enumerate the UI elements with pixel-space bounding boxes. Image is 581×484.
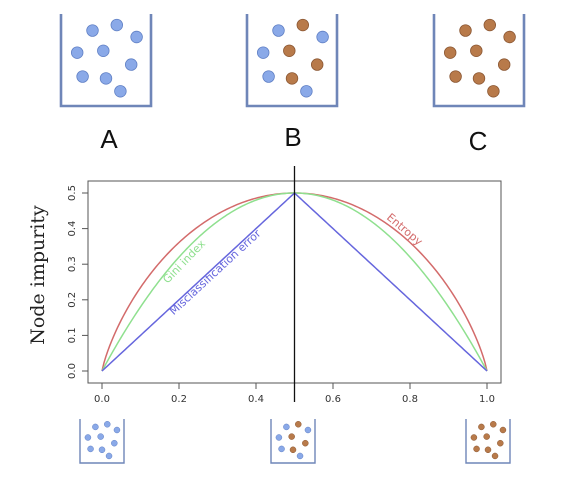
brown-ball — [484, 446, 492, 454]
blue-ball — [275, 434, 283, 441]
container-a — [59, 14, 153, 108]
y-tick-label: 0.4 — [67, 221, 78, 237]
container-b — [245, 14, 339, 108]
y-tick-label: 0.0 — [67, 363, 78, 379]
x-tick-label: 0.4 — [248, 394, 264, 405]
bottom-icon — [465, 419, 511, 464]
x-tick-label: 0.8 — [402, 394, 418, 405]
blue-ball — [105, 452, 113, 460]
bottom-icon-row — [79, 419, 511, 464]
y-tick-label: 0.2 — [67, 292, 78, 308]
brown-ball — [459, 24, 472, 37]
brown-ball — [497, 439, 504, 447]
brown-ball — [470, 44, 483, 58]
x-axis: 0.0 0.2 0.4 0.6 0.8 1.0 — [94, 383, 495, 405]
blue-ball — [97, 433, 104, 440]
blue-ball — [130, 30, 143, 44]
brown-ball — [473, 445, 480, 453]
brown-ball — [490, 421, 497, 428]
x-tick-label: 0.6 — [325, 394, 341, 405]
blue-ball — [124, 58, 138, 71]
brown-ball — [295, 421, 302, 428]
container-label-b: B — [284, 122, 301, 152]
blue-ball — [98, 446, 106, 454]
blue-ball — [97, 44, 110, 58]
blue-ball — [76, 70, 89, 83]
blue-ball — [84, 434, 92, 441]
blue-ball — [92, 423, 99, 431]
series-label-entropy: Entropy — [384, 211, 425, 249]
blue-ball — [70, 46, 84, 59]
brown-ball — [472, 72, 486, 85]
blue-ball — [316, 30, 329, 44]
icon-outline — [79, 419, 125, 464]
blue-ball — [283, 423, 290, 431]
brown-ball — [483, 18, 497, 32]
x-tick-label: 1.0 — [479, 394, 495, 405]
blue-ball — [262, 70, 275, 83]
brown-ball — [487, 85, 500, 98]
blue-ball — [114, 85, 127, 98]
brown-ball — [483, 433, 490, 440]
blue-ball — [113, 426, 121, 434]
brown-ball — [288, 433, 295, 440]
icon-outline — [270, 419, 316, 464]
brown-ball — [499, 426, 507, 434]
brown-ball — [470, 434, 478, 441]
blue-ball — [111, 439, 118, 447]
bottom-icon — [270, 419, 316, 464]
blue-ball — [278, 445, 285, 453]
container-label-c: C — [469, 126, 488, 156]
brown-ball — [311, 58, 324, 71]
container-label-a: A — [100, 124, 118, 154]
brown-ball — [285, 72, 299, 85]
brown-ball — [503, 30, 516, 44]
brown-ball — [302, 439, 309, 447]
container-outline — [245, 14, 339, 108]
blue-ball — [110, 18, 124, 32]
impurity-chart: 0.0 0.1 0.2 0.3 0.4 0.5 0.0 0.2 0.4 0.6 0.8 1.0 En… — [27, 166, 502, 405]
y-tick-label: 0.3 — [67, 256, 78, 272]
blue-ball — [99, 72, 113, 85]
brown-ball — [498, 58, 511, 71]
y-tick-label: 0.5 — [67, 185, 78, 201]
container-c — [432, 14, 526, 108]
blue-ball — [300, 85, 313, 98]
bottom-icon — [79, 419, 125, 464]
x-tick-label: 0.2 — [171, 394, 187, 405]
blue-ball — [86, 24, 99, 37]
brown-ball — [444, 46, 457, 59]
brown-ball — [296, 18, 310, 32]
y-axis: 0.0 0.1 0.2 0.3 0.4 0.5 — [67, 185, 88, 379]
x-tick-label: 0.0 — [94, 394, 110, 405]
y-axis-label: Node impurity — [27, 205, 49, 345]
blue-ball — [87, 445, 94, 453]
brown-ball — [289, 446, 297, 454]
y-tick-label: 0.1 — [67, 327, 78, 343]
blue-ball — [304, 426, 312, 434]
blue-ball — [272, 24, 285, 37]
brown-ball — [283, 44, 296, 58]
brown-ball — [449, 70, 462, 83]
brown-ball — [491, 452, 499, 460]
container-outline — [432, 14, 526, 108]
blue-ball — [296, 452, 304, 460]
container-outline — [59, 14, 153, 108]
container-row — [59, 14, 526, 108]
brown-ball — [478, 423, 485, 431]
blue-ball — [257, 46, 270, 59]
icon-outline — [465, 419, 511, 464]
blue-ball — [104, 421, 111, 428]
